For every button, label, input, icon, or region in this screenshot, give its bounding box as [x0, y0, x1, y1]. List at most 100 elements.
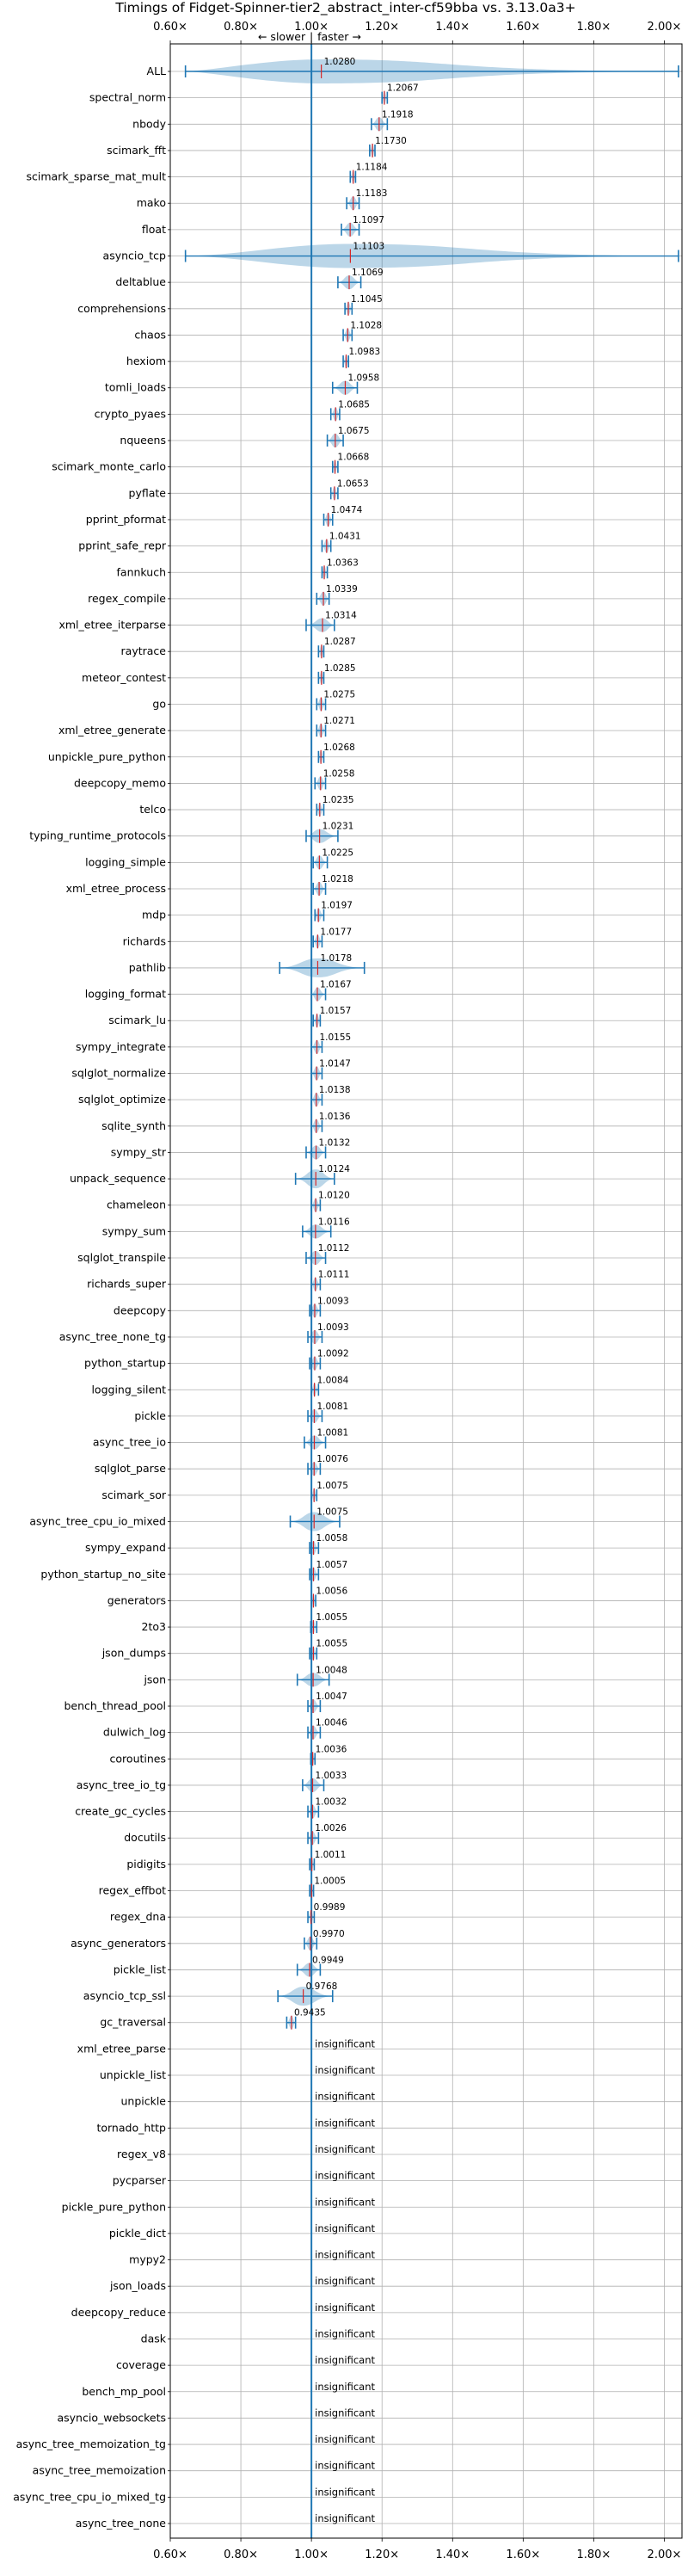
value-label: 1.0033: [315, 1771, 347, 1781]
insignificant-label: insignificant: [315, 2302, 375, 2314]
benchmark-label: deltablue: [115, 275, 166, 288]
benchmark-label: async_tree_io_tg: [77, 1778, 166, 1791]
value-label: 1.0287: [324, 637, 356, 647]
xtick-label-bottom: 1.00×: [294, 2548, 329, 2561]
value-label: 1.0218: [322, 874, 353, 884]
benchmark-label: mako: [137, 196, 166, 209]
benchmark-label: dulwich_log: [103, 1726, 166, 1739]
value-label: 1.0076: [316, 1454, 348, 1464]
benchmark-label: mypy2: [129, 2253, 166, 2266]
value-label: 1.0958: [347, 373, 379, 384]
benchmark-label: fannkuch: [117, 565, 166, 578]
value-label: 1.0339: [326, 584, 358, 595]
insignificant-label: insignificant: [315, 2275, 375, 2287]
value-label: 1.0032: [315, 1797, 347, 1808]
benchmark-label: dask: [141, 2332, 167, 2345]
benchmark-label: async_tree_none_tg: [59, 1330, 166, 1343]
value-label: 1.0138: [319, 1085, 351, 1095]
benchmark-label: async_generators: [71, 1937, 166, 1950]
benchmark-label: typing_runtime_protocols: [29, 829, 166, 842]
benchmark-label: scimark_sor: [101, 1488, 166, 1501]
value-label: 1.0026: [315, 1823, 347, 1833]
value-label: 1.0093: [317, 1296, 349, 1306]
benchmark-label: comprehensions: [77, 302, 166, 315]
value-label: 0.9949: [312, 1955, 344, 1965]
value-label: 1.0093: [317, 1322, 349, 1333]
value-label: 1.0081: [316, 1428, 348, 1439]
benchmark-label: scimark_fft: [107, 144, 166, 157]
value-label: 1.0120: [318, 1191, 350, 1201]
value-label: 1.0167: [320, 980, 352, 990]
benchmark-label: sympy_str: [111, 1145, 167, 1158]
value-label: 1.0112: [318, 1243, 350, 1254]
insignificant-label: insignificant: [315, 2249, 375, 2261]
value-label: 1.0155: [319, 1032, 351, 1043]
xtick-label-bottom: 1.20×: [365, 2548, 399, 2561]
value-label: 1.1028: [350, 320, 382, 330]
benchmark-label: sympy_integrate: [76, 1040, 166, 1053]
xtick-label-top: 0.60×: [153, 21, 187, 34]
benchmark-label: scimark_lu: [108, 1014, 166, 1026]
benchmark-label: docutils: [124, 1831, 166, 1844]
benchmark-label: unpickle_list: [100, 2068, 166, 2081]
benchmark-label: async_tree_cpu_io_mixed: [29, 1514, 166, 1527]
value-label: 1.0055: [316, 1612, 347, 1623]
value-label: 1.0268: [323, 743, 355, 753]
benchmark-label: json: [143, 1673, 166, 1685]
insignificant-label: insignificant: [315, 2170, 375, 2182]
benchmark-label: sqlite_synth: [101, 1119, 166, 1132]
benchmark-label: asyncio_tcp_ssl: [83, 1989, 166, 2002]
value-label: 1.0136: [319, 1112, 351, 1122]
value-label: 1.0280: [324, 57, 356, 67]
insignificant-label: insignificant: [315, 2327, 375, 2339]
xtick-label-bottom: 0.60×: [153, 2548, 187, 2561]
value-label: 1.0231: [322, 822, 354, 832]
value-label: 1.1184: [356, 163, 388, 173]
value-label: 1.0431: [329, 532, 361, 542]
plot-area: [170, 44, 682, 2538]
slower-annotation: ← slower: [258, 30, 306, 43]
insignificant-label: insignificant: [315, 2222, 375, 2234]
value-label: 1.0011: [315, 1850, 347, 1860]
benchmark-label: richards: [123, 934, 166, 947]
value-label: 1.0157: [320, 1006, 352, 1016]
benchmark-label: crypto_pyaes: [95, 407, 166, 420]
value-label: 1.0653: [337, 478, 369, 489]
benchmark-label: scimark_monte_carlo: [52, 460, 166, 473]
value-label: 1.1097: [353, 215, 384, 225]
benchmark-label: logging_format: [85, 988, 166, 1001]
benchmark-label: sqlglot_parse: [95, 1462, 166, 1475]
insignificant-label: insignificant: [315, 2091, 375, 2103]
value-label: 1.0116: [318, 1217, 350, 1227]
value-label: 1.0675: [338, 426, 370, 436]
benchmark-label: json_loads: [109, 2279, 166, 2292]
insignificant-label: insignificant: [315, 2354, 375, 2366]
benchmark-label: unpickle_pure_python: [48, 750, 166, 763]
chart-title: Timings of Fidget-Spinner-tier2_abstract…: [114, 0, 575, 16]
xtick-label-bottom: 2.00×: [648, 2548, 682, 2561]
value-label: 1.0363: [327, 558, 359, 568]
xtick-label-top: 2.00×: [648, 21, 682, 34]
benchmark-label: deepcopy: [114, 1303, 167, 1316]
insignificant-label: insignificant: [315, 2512, 375, 2524]
benchmark-label: nqueens: [120, 434, 166, 447]
value-label: 1.0314: [325, 611, 357, 621]
benchmark-label: pathlib: [129, 961, 166, 974]
value-label: 1.0075: [316, 1481, 348, 1491]
value-label: 1.0474: [331, 505, 363, 515]
value-label: 1.1918: [382, 109, 414, 120]
xtick-label-top: 1.20×: [365, 21, 399, 34]
value-label: 0.9435: [294, 2008, 326, 2018]
value-label: 1.0124: [318, 1164, 350, 1174]
value-label: 1.0047: [316, 1692, 347, 1702]
benchmark-label: bench_thread_pool: [64, 1699, 166, 1712]
value-label: 1.0285: [324, 663, 356, 674]
benchmark-label: xml_etree_parse: [77, 2042, 167, 2055]
benchmark-label: go: [152, 697, 166, 710]
xtick-label-top: 0.80×: [224, 21, 258, 34]
value-label: 1.0058: [316, 1533, 348, 1544]
benchmark-label: spectral_norm: [89, 91, 166, 104]
benchmark-label: logging_simple: [85, 855, 166, 868]
value-label: 1.0057: [316, 1560, 347, 1570]
xtick-label-top: 1.60×: [506, 21, 540, 34]
